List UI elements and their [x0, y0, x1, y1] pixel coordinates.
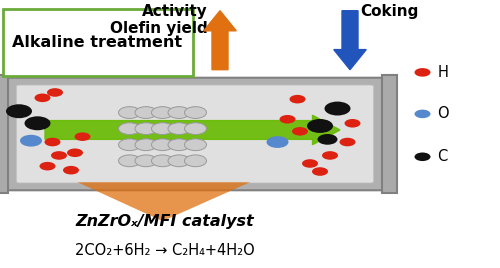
Text: O: O	[438, 106, 449, 121]
Circle shape	[118, 139, 141, 151]
FancyArrow shape	[45, 115, 340, 145]
Circle shape	[47, 88, 63, 97]
Circle shape	[168, 123, 190, 135]
Circle shape	[184, 155, 206, 167]
FancyBboxPatch shape	[2, 9, 192, 76]
Circle shape	[135, 107, 157, 118]
Circle shape	[318, 134, 338, 145]
Circle shape	[135, 155, 157, 167]
Circle shape	[414, 68, 430, 77]
Text: H: H	[438, 65, 448, 80]
Circle shape	[324, 102, 350, 116]
Circle shape	[20, 135, 42, 147]
FancyBboxPatch shape	[0, 78, 390, 190]
Circle shape	[74, 132, 90, 141]
Circle shape	[118, 123, 141, 135]
Circle shape	[302, 159, 318, 168]
Circle shape	[67, 148, 83, 157]
Circle shape	[24, 116, 50, 130]
Circle shape	[118, 155, 141, 167]
Circle shape	[152, 107, 174, 118]
Circle shape	[63, 166, 79, 174]
Circle shape	[44, 138, 60, 146]
FancyArrow shape	[204, 11, 236, 70]
Circle shape	[118, 107, 141, 118]
Circle shape	[168, 139, 190, 151]
Circle shape	[340, 138, 355, 146]
FancyArrow shape	[334, 11, 366, 70]
Circle shape	[184, 139, 206, 151]
Circle shape	[40, 162, 56, 170]
Polygon shape	[78, 182, 250, 221]
Circle shape	[152, 155, 174, 167]
FancyBboxPatch shape	[16, 85, 374, 183]
Circle shape	[266, 136, 288, 148]
Circle shape	[6, 104, 32, 118]
Circle shape	[290, 95, 306, 103]
Circle shape	[168, 107, 190, 118]
Circle shape	[312, 167, 328, 176]
Circle shape	[135, 139, 157, 151]
Circle shape	[184, 123, 206, 135]
Circle shape	[322, 151, 338, 160]
FancyBboxPatch shape	[382, 75, 396, 193]
Text: Coking: Coking	[360, 4, 418, 19]
Circle shape	[344, 119, 360, 128]
Circle shape	[152, 139, 174, 151]
Text: Activity
Olefin yield: Activity Olefin yield	[110, 4, 208, 36]
Circle shape	[307, 119, 333, 133]
Circle shape	[135, 123, 157, 135]
Circle shape	[168, 155, 190, 167]
Text: 2CO₂+6H₂ → C₂H₄+4H₂O: 2CO₂+6H₂ → C₂H₄+4H₂O	[75, 243, 255, 258]
Circle shape	[51, 151, 67, 160]
Circle shape	[152, 123, 174, 135]
Text: ZnZrOₓ/MFI catalyst: ZnZrOₓ/MFI catalyst	[76, 214, 254, 229]
Circle shape	[292, 127, 308, 136]
Circle shape	[184, 107, 206, 118]
Circle shape	[414, 110, 430, 118]
FancyBboxPatch shape	[0, 75, 8, 193]
Circle shape	[280, 115, 295, 124]
Circle shape	[34, 94, 50, 102]
Text: C: C	[438, 149, 448, 164]
Text: Alkaline treatment: Alkaline treatment	[12, 35, 182, 50]
Circle shape	[414, 152, 430, 161]
